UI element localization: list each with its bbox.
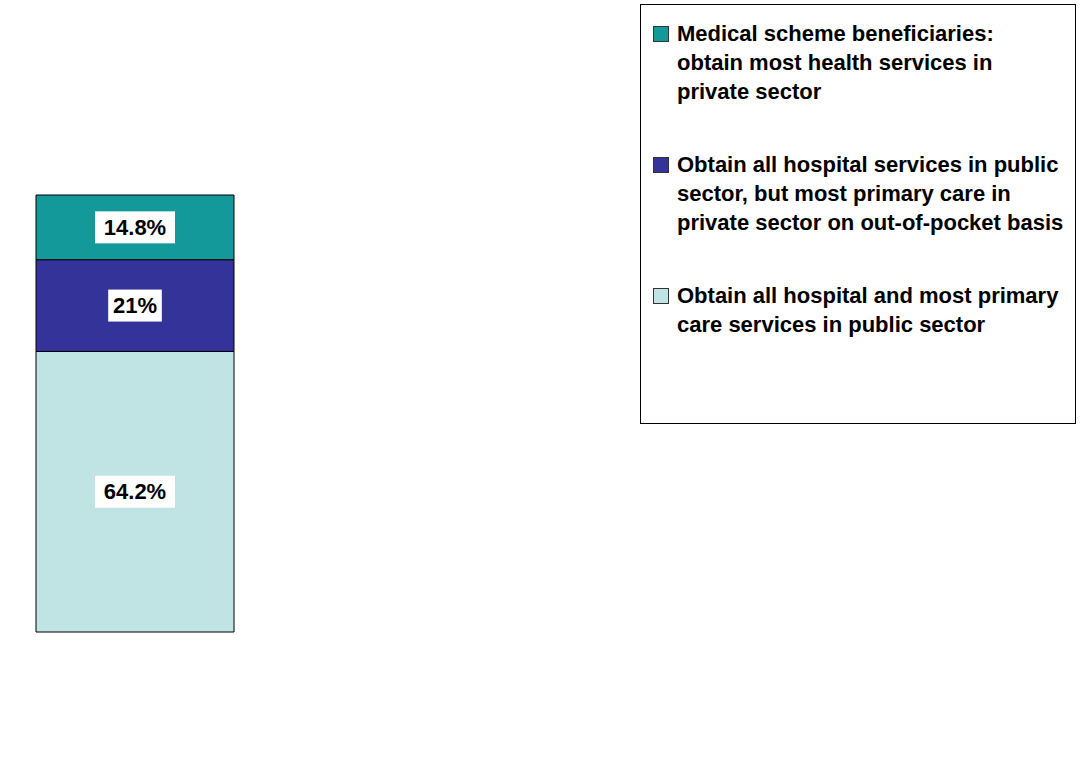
svg-text:14.8%: 14.8% <box>104 215 166 240</box>
html-text:Obtain all hospital and most p: Obtain all hospital and most primary car… <box>677 283 1059 337</box>
html-text:Obtain all hospital services i: Obtain all hospital services in public s… <box>677 152 1064 235</box>
svg-text:21%: 21% <box>113 293 157 318</box>
html-text:Medical scheme beneficiaries:: Medical scheme beneficiaries: obtain mos… <box>677 21 994 104</box>
svg-text:64.2%: 64.2% <box>104 479 166 504</box>
